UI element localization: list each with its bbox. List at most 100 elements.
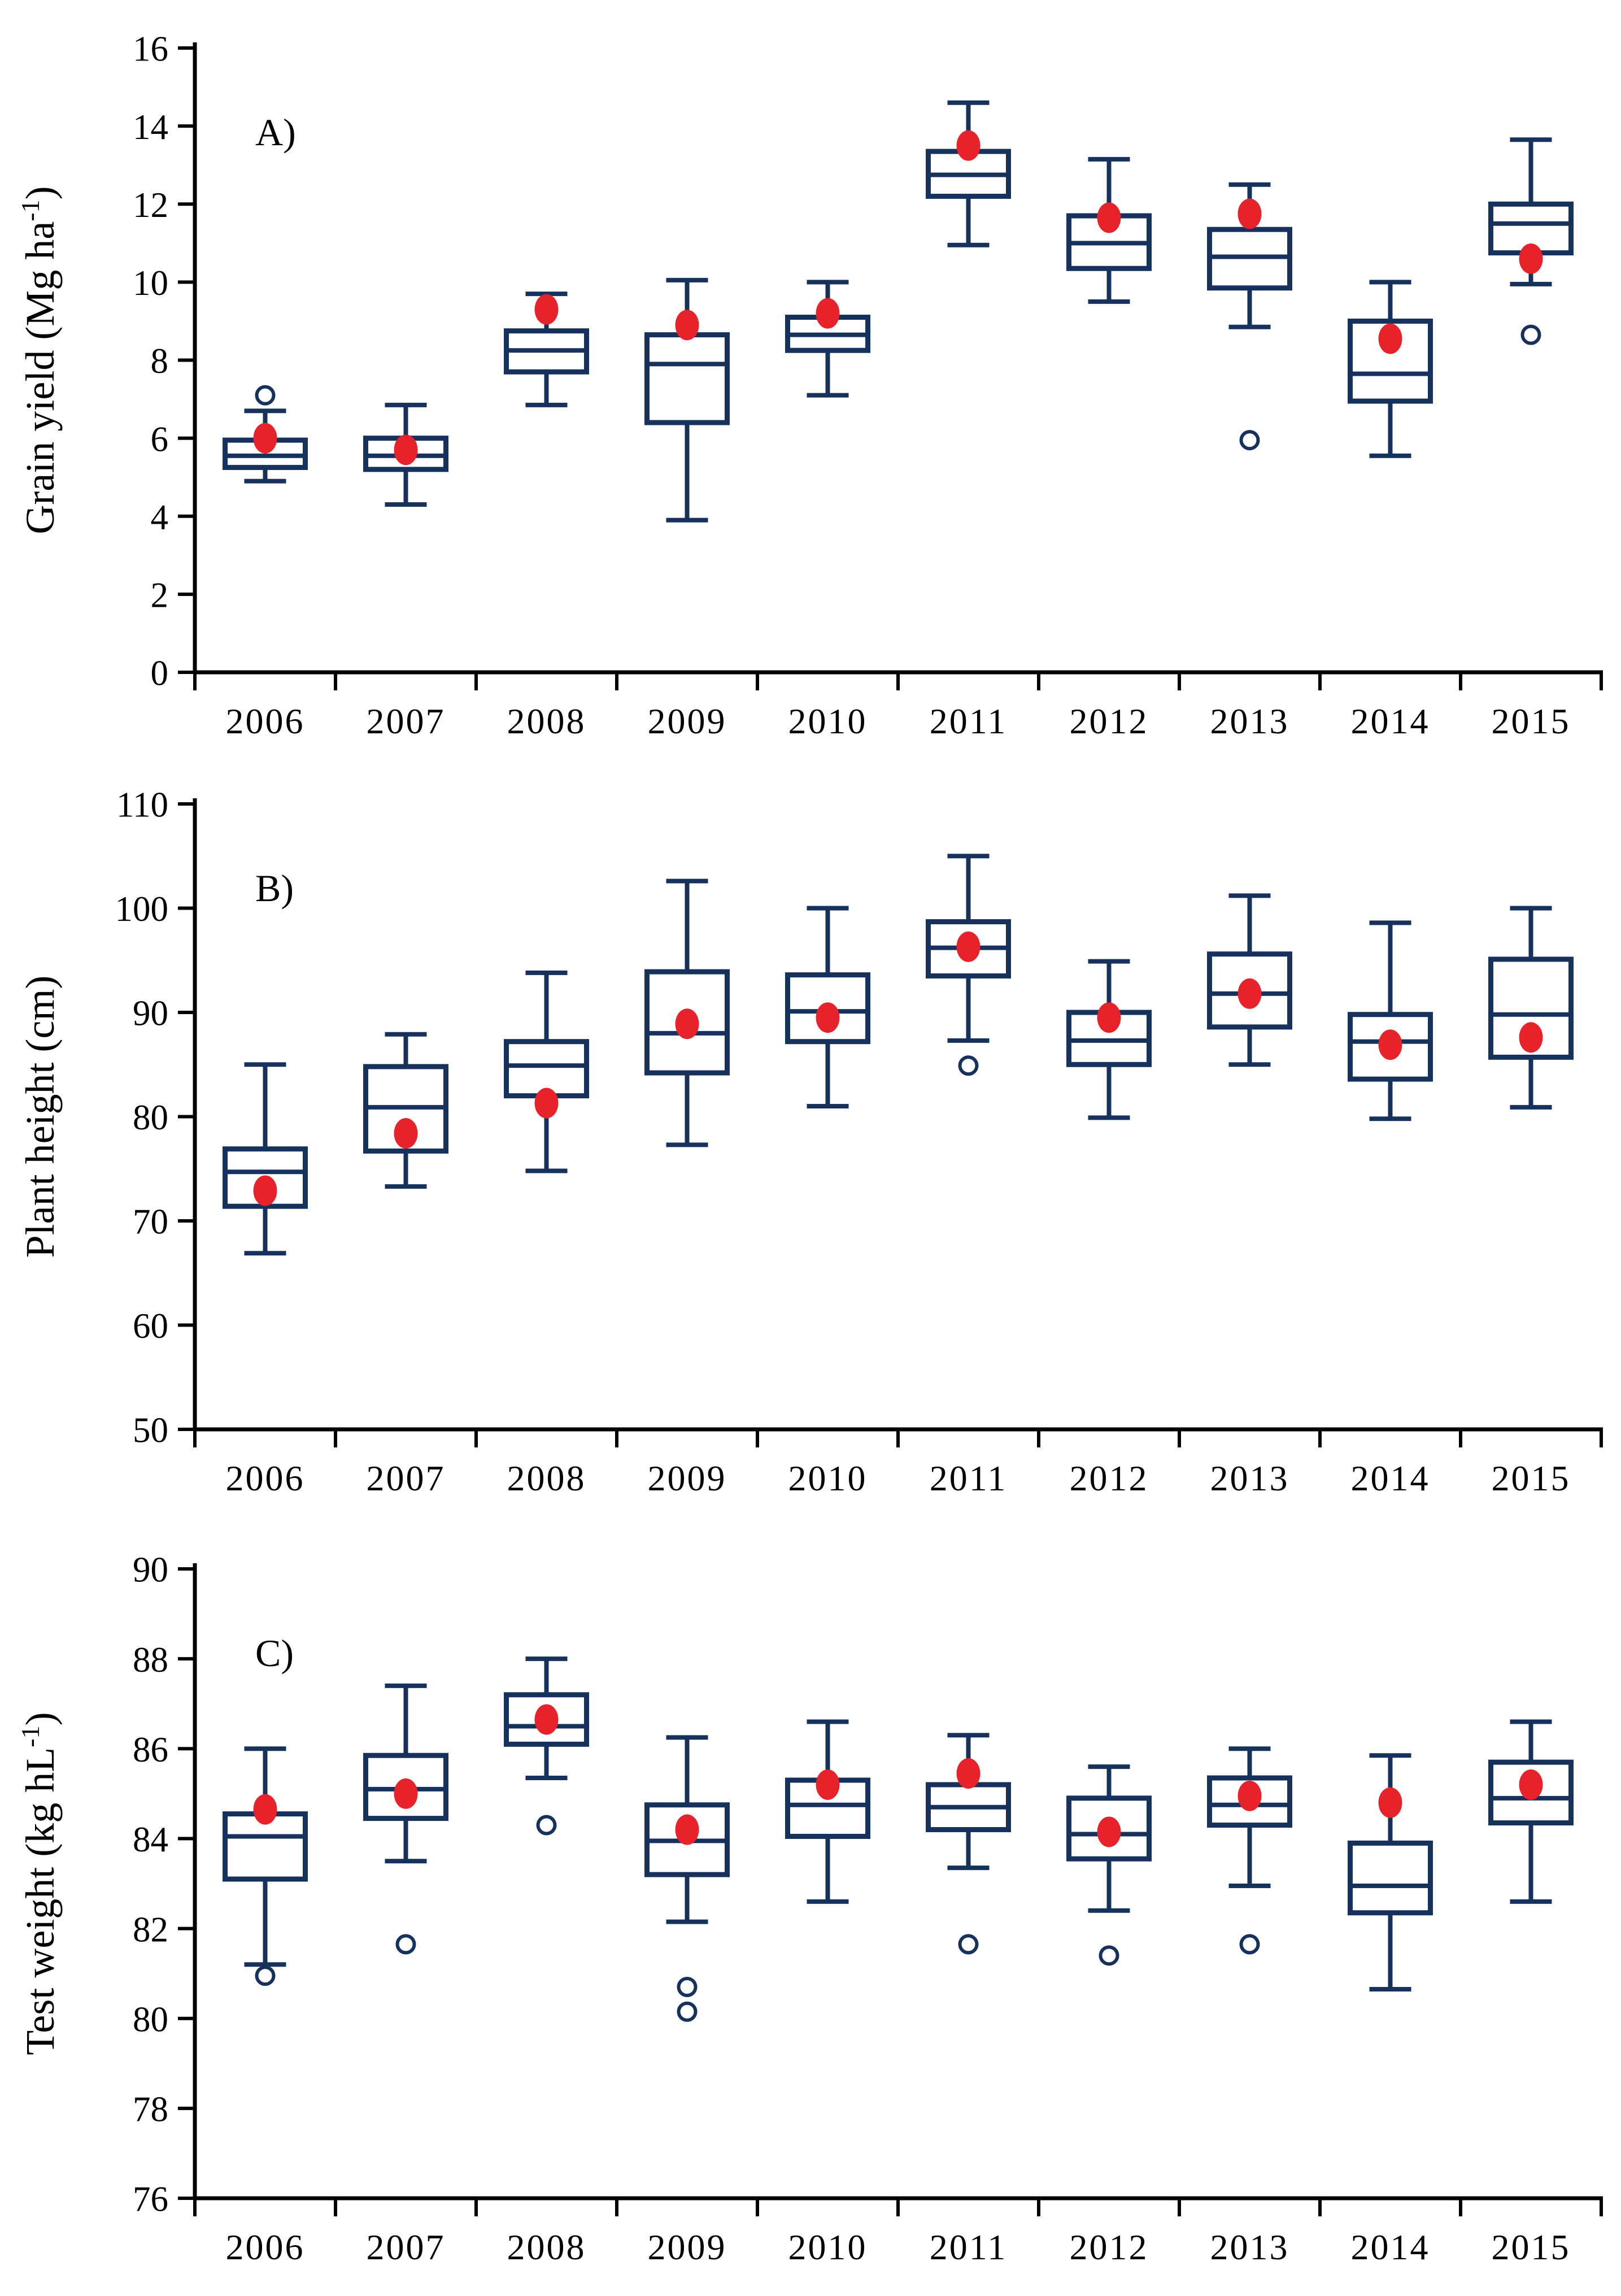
box-group-2014 <box>1348 280 1433 458</box>
x-category-label: 2011 <box>930 701 1008 741</box>
mean-dot <box>394 1778 418 1809</box>
mean-dot <box>675 1814 699 1845</box>
x-category-label: 2009 <box>648 701 727 741</box>
box-group-2011 <box>926 854 1011 1076</box>
x-category-label: 2014 <box>1351 2227 1430 2267</box>
mean-dot <box>534 1088 559 1119</box>
box-group-2008 <box>504 1656 589 1836</box>
x-category-label: 2006 <box>226 2227 305 2267</box>
box-group-2015 <box>1488 906 1574 1110</box>
box-group-2013 <box>1207 182 1292 451</box>
y-tick-label: 6 <box>151 419 169 459</box>
box-group-2011 <box>926 100 1011 247</box>
mean-dot <box>1378 1787 1402 1818</box>
mean-dot <box>1237 198 1262 229</box>
iqr-box <box>644 332 730 425</box>
box-group-2009 <box>644 879 730 1147</box>
x-category-label: 2012 <box>1070 1458 1149 1498</box>
outlier-point <box>677 2001 698 2022</box>
panel-letter: A) <box>255 111 296 154</box>
box-group-2013 <box>1207 1746 1292 1955</box>
mean-dot <box>816 298 840 329</box>
x-category-label: 2010 <box>788 1458 868 1498</box>
y-tick-label: 10 <box>133 263 168 303</box>
iqr-box <box>785 1777 870 1839</box>
box-group-2011 <box>926 1733 1011 1955</box>
box-group-2006 <box>223 1746 308 1986</box>
y-tick-label: 50 <box>133 1411 168 1450</box>
mean-dot <box>1097 1816 1121 1847</box>
panel-letter: B) <box>255 867 294 910</box>
outlier-point <box>1099 1945 1119 1966</box>
y-tick-label: 84 <box>133 1820 168 1859</box>
box-group-2010 <box>785 1719 870 1904</box>
outlier-point <box>677 1977 698 1998</box>
box-group-2008 <box>504 970 589 1173</box>
y-tick-label: 70 <box>133 1202 168 1242</box>
x-category-label: 2011 <box>930 1458 1008 1498</box>
x-category-label: 2007 <box>367 1458 446 1498</box>
box-group-2007 <box>363 1683 448 1955</box>
x-category-label: 2012 <box>1070 2227 1149 2267</box>
panel-c: 76 78 80 82 84 86 88 90 2006 2007 2008 2009 2010 2011… <box>16 1550 1603 2267</box>
box-group-2014 <box>1348 1753 1433 1991</box>
outlier-point <box>255 1965 276 1986</box>
mean-dot <box>675 1008 699 1040</box>
x-category-label: 2015 <box>1492 701 1571 741</box>
mean-dot <box>253 1794 277 1825</box>
x-category-label: 2008 <box>507 701 586 741</box>
box-group-2014 <box>1348 920 1433 1121</box>
y-tick-label: 90 <box>133 1550 168 1590</box>
y-tick-label: 78 <box>133 2090 168 2129</box>
x-category-label: 2009 <box>648 1458 727 1498</box>
box-group-2009 <box>644 277 730 523</box>
y-tick-label: 8 <box>151 341 169 381</box>
x-category-label: 2010 <box>788 701 868 741</box>
y-tick-label: 80 <box>133 1098 168 1137</box>
box-group-2008 <box>504 292 589 407</box>
y-axis-title: Test weight (kg hL-1) <box>16 1712 63 2055</box>
mean-dot <box>816 1002 840 1033</box>
outlier-point <box>255 385 276 406</box>
iqr-box <box>1488 956 1574 1060</box>
x-category-label: 2013 <box>1210 2227 1289 2267</box>
y-tick-label: 60 <box>133 1306 168 1346</box>
box-group-2010 <box>785 906 870 1109</box>
mean-dot <box>534 1704 559 1735</box>
outlier-point <box>1239 1934 1260 1955</box>
outlier-point <box>536 1815 557 1836</box>
mean-dot <box>675 310 699 341</box>
x-category-label: 2015 <box>1492 1458 1571 1498</box>
y-tick-label: 0 <box>151 654 169 693</box>
y-tick-label: 80 <box>133 1999 168 2039</box>
mean-dot <box>253 423 277 454</box>
x-category-label: 2013 <box>1210 1458 1289 1498</box>
x-category-label: 2011 <box>930 2227 1008 2267</box>
x-category-label: 2010 <box>788 2227 868 2267</box>
y-tick-label: 4 <box>151 497 169 537</box>
box-group-2007 <box>363 1032 448 1189</box>
mean-dot <box>1237 1780 1262 1811</box>
y-tick-label: 86 <box>133 1730 168 1769</box>
mean-dot <box>253 1175 277 1206</box>
box-group-2015 <box>1488 1719 1574 1904</box>
x-category-label: 2006 <box>226 1458 305 1498</box>
mean-dot <box>394 434 418 466</box>
y-tick-label: 16 <box>133 29 168 69</box>
y-tick-label: 12 <box>133 185 168 225</box>
mean-dot <box>394 1118 418 1149</box>
x-category-label: 2008 <box>507 2227 586 2267</box>
y-tick-label: 2 <box>151 576 169 615</box>
box-group-2010 <box>785 280 870 398</box>
mean-dot <box>1097 202 1121 233</box>
x-category-label: 2014 <box>1351 701 1430 741</box>
box-group-2015 <box>1488 137 1574 345</box>
y-axis-title: Plant height (cm) <box>18 976 63 1258</box>
outlier-point <box>1239 430 1260 451</box>
outlier-point <box>395 1934 416 1955</box>
x-category-label: 2008 <box>507 1458 586 1498</box>
box-group-2012 <box>1066 1764 1152 1966</box>
mean-dot <box>1378 1029 1402 1060</box>
mean-dot <box>1237 978 1262 1009</box>
